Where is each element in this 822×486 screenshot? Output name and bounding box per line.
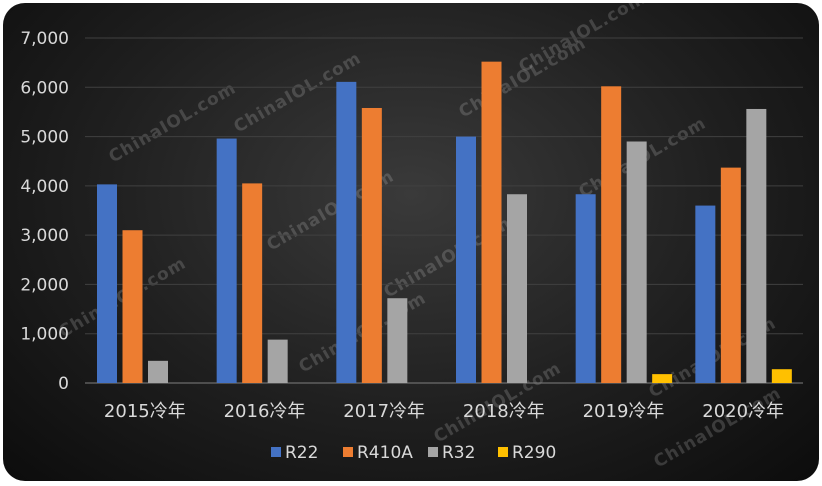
watermark-text: ChinaIOL.com (516, 3, 650, 77)
legend-item-r22: R22 (271, 443, 318, 463)
legend-swatch (428, 447, 438, 457)
bar-r290-5 (771, 369, 792, 383)
legend-swatch (343, 447, 353, 457)
y-tick-label: 3,000 (20, 226, 69, 246)
bar-r22-2 (336, 81, 357, 383)
legend-item-r290: R290 (498, 443, 556, 463)
legend-swatch (271, 447, 281, 457)
y-tick-label: 5,000 (20, 128, 69, 148)
bar-r410a-1 (242, 183, 263, 383)
bar-r22-4 (575, 194, 596, 383)
bar-r32-2 (387, 298, 408, 383)
bar-r32-0 (148, 360, 168, 383)
x-category-label: 2018冷年 (463, 401, 545, 422)
bar-r32-5 (746, 108, 767, 383)
x-category-label: 2020冷年 (702, 401, 784, 422)
bars (97, 61, 792, 384)
x-axis-categories: 2015冷年 2016冷年 2017冷年 2018冷年 2019冷年 2020冷年 (104, 401, 784, 422)
legend-swatch (498, 447, 508, 457)
y-tick-label: 6,000 (20, 78, 69, 98)
bar-r410a-4 (601, 86, 622, 384)
x-category-label: 2017冷年 (343, 401, 425, 422)
y-tick-label: 7,000 (20, 29, 69, 49)
y-tick-label: 0 (58, 374, 69, 394)
x-category-label: 2019冷年 (583, 401, 665, 422)
bar-r22-3 (456, 136, 476, 383)
bar-r410a-5 (720, 167, 741, 383)
bar-chart: ChinaIOL.comChinaIOL.comChinaIOL.comChin… (20, 3, 803, 472)
bar-r410a-2 (361, 107, 382, 383)
y-tick-label: 1,000 (20, 325, 69, 345)
bar-r22-5 (695, 205, 716, 383)
legend: R22 R410A R32 R290 (271, 443, 556, 463)
y-axis-ticks: 0 1,000 2,000 3,000 4,000 5,000 6,000 7,000 (20, 29, 69, 394)
x-category-label: 2016冷年 (224, 401, 306, 422)
legend-label: R290 (512, 443, 556, 463)
chart-frame: ChinaIOL.com ChinaIOL.com ChinaIOL.com Chin… (3, 3, 819, 481)
legend-item-r32: R32 (428, 443, 475, 463)
bar-r290-4 (652, 374, 673, 383)
legend-label: R410A (357, 443, 413, 463)
y-tick-label: 2,000 (20, 275, 69, 295)
bar-r32-1 (267, 339, 288, 383)
bar-r410a-0 (122, 230, 143, 383)
bar-r410a-3 (481, 61, 502, 384)
legend-label: R22 (285, 443, 318, 463)
bar-r32-3 (507, 194, 527, 383)
legend-item-r410a: R410A (343, 443, 413, 463)
bar-r22-0 (97, 184, 117, 383)
gridlines (85, 37, 803, 384)
bar-r32-4 (626, 141, 647, 383)
y-tick-label: 4,000 (20, 177, 69, 197)
x-category-label: 2015冷年 (104, 401, 186, 422)
bar-r22-1 (216, 138, 237, 383)
legend-label: R32 (442, 443, 475, 463)
watermark-text: ChinaIOL.com (651, 383, 785, 472)
